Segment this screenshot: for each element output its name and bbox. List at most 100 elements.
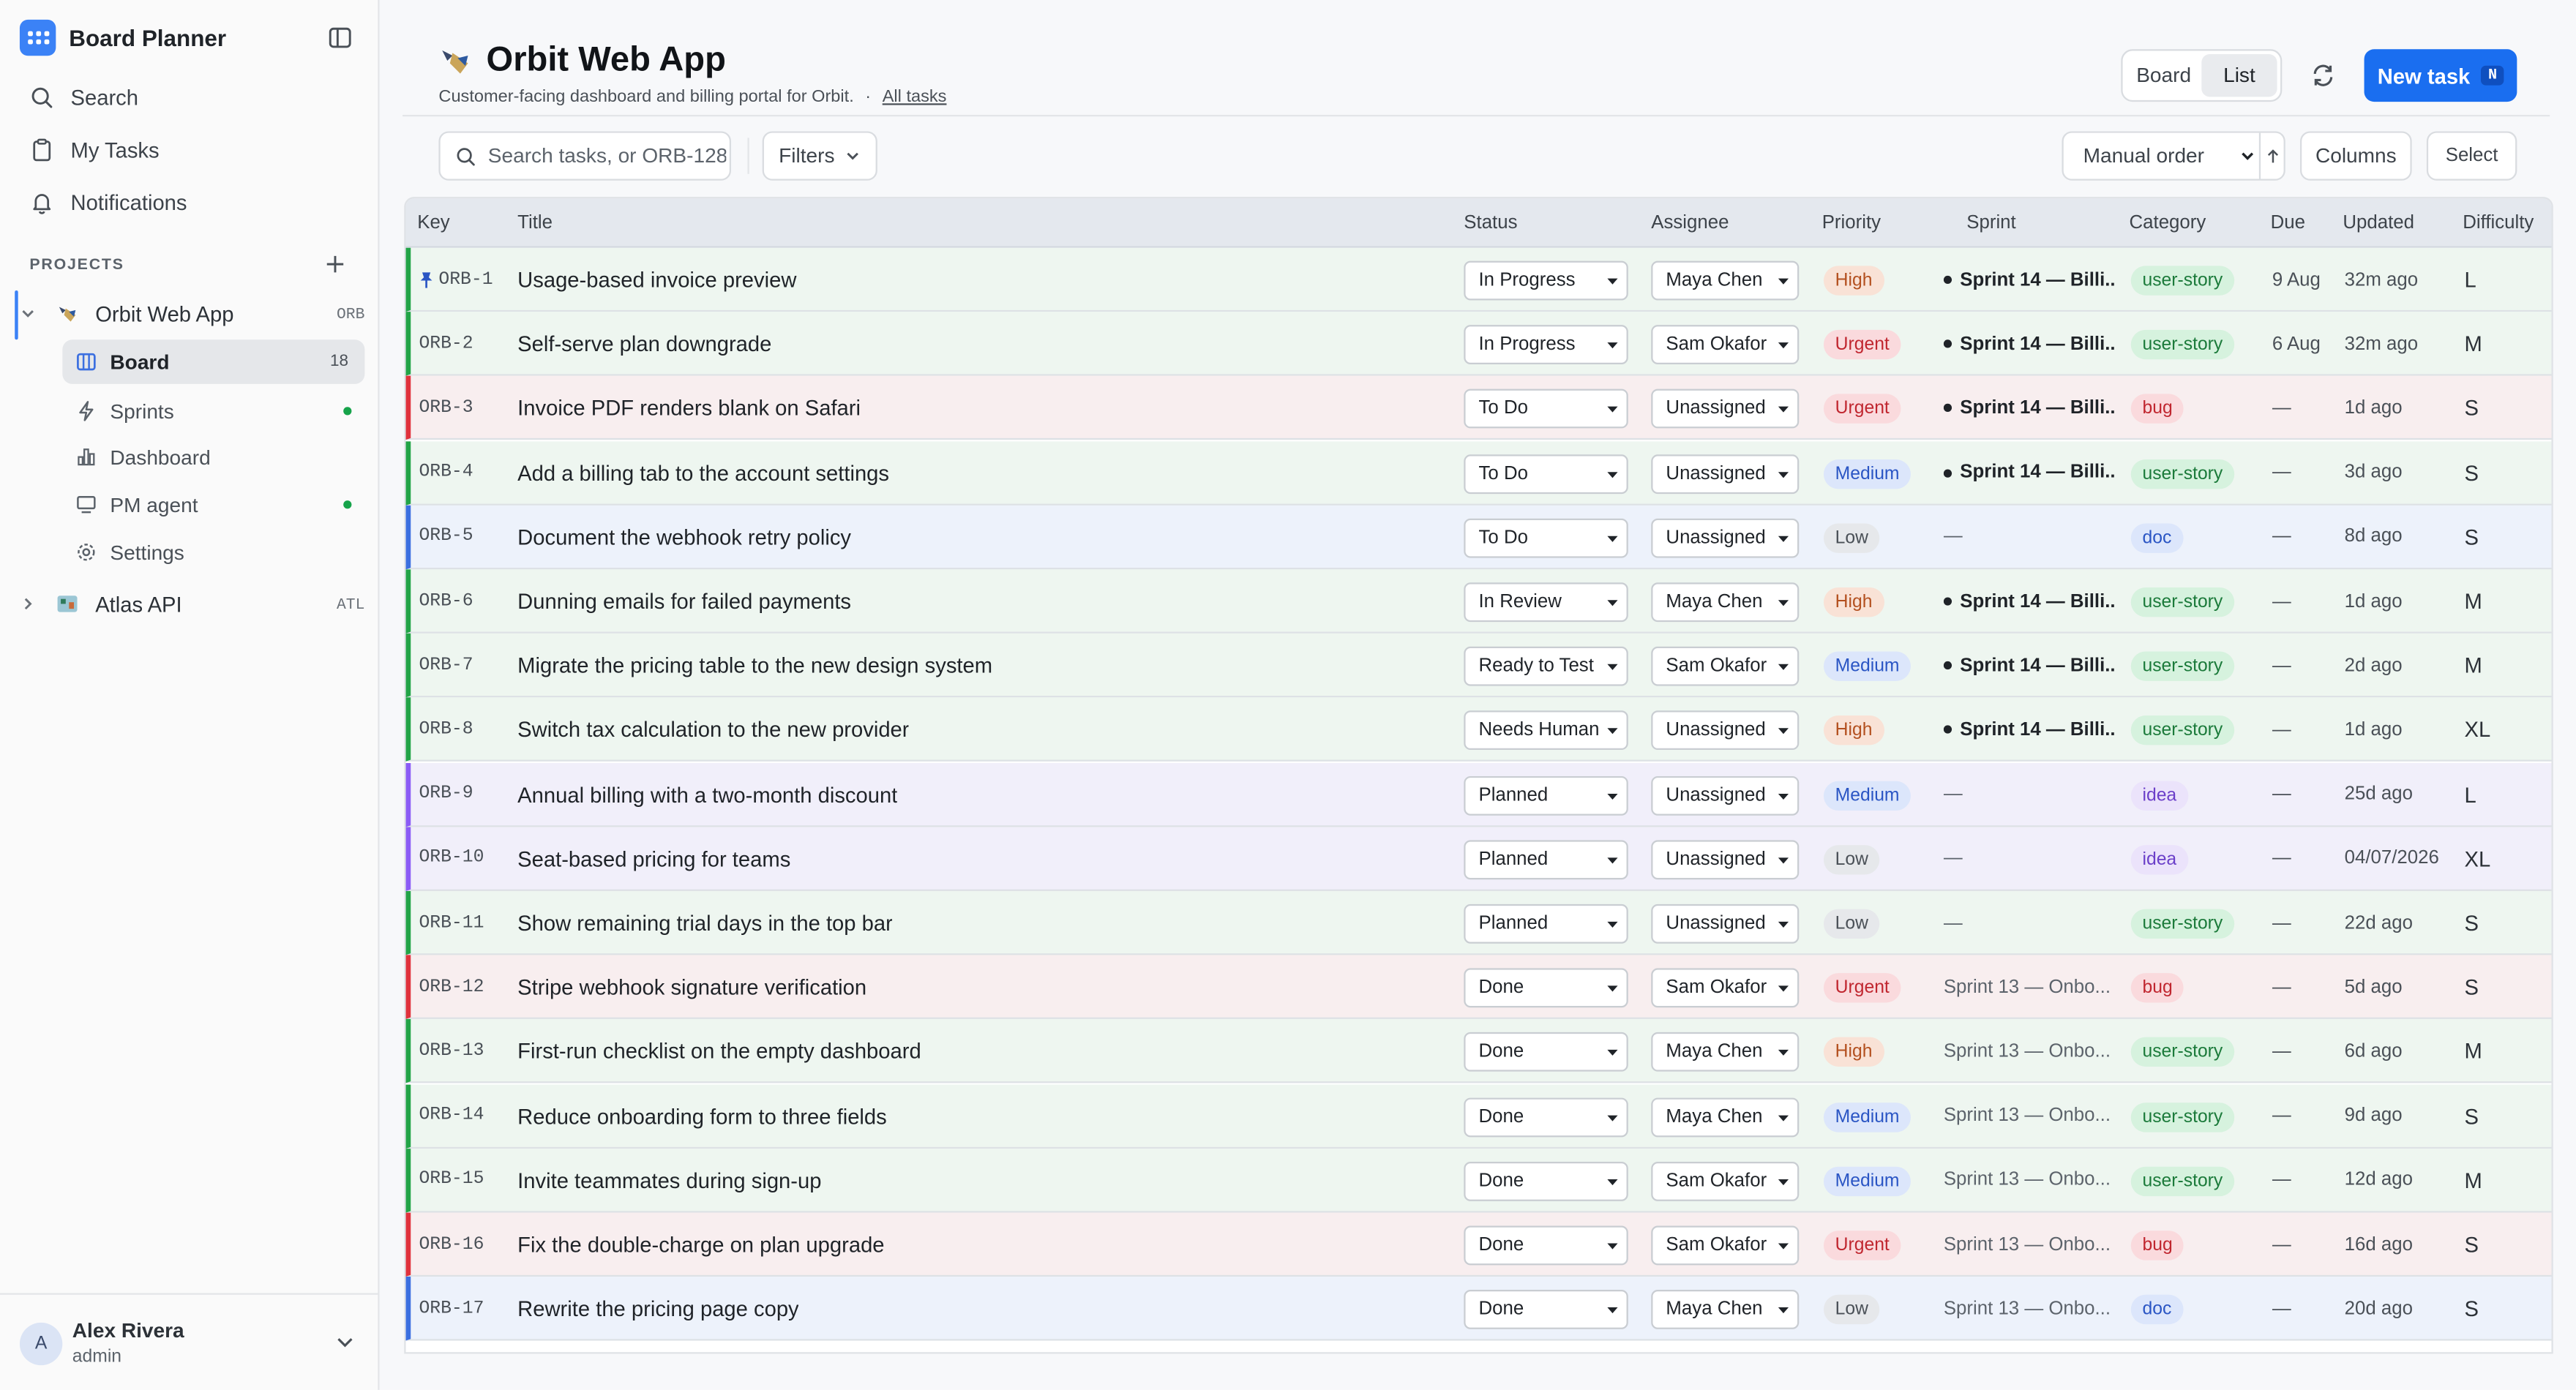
status-select[interactable]: In Review	[1464, 582, 1628, 623]
table-row[interactable]: ORB-16 Fix the double-charge on plan upgr…	[405, 1212, 2552, 1277]
status-select[interactable]: Done	[1464, 1032, 1628, 1072]
table-row[interactable]: ORB-3 Invoice PDF renders blank on Safari…	[405, 376, 2552, 441]
task-title[interactable]: Dunning emails for failed payments	[517, 589, 852, 614]
task-title[interactable]: Self-serve plan downgrade	[517, 331, 772, 357]
project-atlas-api[interactable]: Atlas API ATL	[16, 581, 364, 627]
table-row[interactable]: ORB-7 Migrate the pricing table to the ne…	[405, 634, 2552, 698]
sort-direction-button[interactable]	[2261, 147, 2283, 165]
status-select[interactable]: Planned	[1464, 839, 1628, 879]
assignee-select[interactable]: Maya Chen	[1651, 1290, 1800, 1330]
subnav-sprints[interactable]: Sprints	[62, 389, 364, 434]
brand[interactable]: Board Planner	[19, 19, 226, 56]
task-title[interactable]: Stripe webhook signature verification	[517, 974, 867, 1000]
status-select[interactable]: Planned	[1464, 904, 1628, 944]
add-project-icon[interactable]	[322, 251, 348, 277]
col-category[interactable]: Category	[2129, 213, 2206, 233]
task-title[interactable]: First-run checklist on the empty dashboa…	[517, 1039, 921, 1064]
subnav-settings[interactable]: Settings	[62, 530, 364, 574]
nav-notifications[interactable]: Notifications	[20, 179, 362, 225]
assignee-select[interactable]: Unassigned	[1651, 904, 1800, 944]
status-select[interactable]: Done	[1464, 1161, 1628, 1201]
status-select[interactable]: To Do	[1464, 518, 1628, 558]
task-title[interactable]: Invite teammates during sign-up	[517, 1168, 822, 1193]
assignee-select[interactable]: Unassigned	[1651, 775, 1800, 815]
table-row[interactable]: ORB-1 Usage-based invoice preview In Progr…	[405, 247, 2552, 312]
project-orbit-web-app[interactable]: Orbit Web App ORB	[16, 290, 364, 337]
task-title[interactable]: Annual billing with a two-month discount	[517, 781, 898, 807]
task-title[interactable]: Show remaining trial days in the top bar	[517, 910, 893, 936]
assignee-select[interactable]: Maya Chen	[1651, 582, 1800, 623]
status-select[interactable]: Done	[1464, 1097, 1628, 1137]
all-tasks-link[interactable]: All tasks	[882, 86, 947, 107]
status-select[interactable]: In Progress	[1464, 260, 1628, 301]
assignee-select[interactable]: Maya Chen	[1651, 260, 1800, 301]
columns-button[interactable]: Columns	[2299, 131, 2412, 181]
new-task-button[interactable]: New task N	[2364, 49, 2517, 102]
task-title[interactable]: Migrate the pricing table to the new des…	[517, 653, 993, 678]
col-key[interactable]: Key	[417, 213, 450, 233]
task-title[interactable]: Switch tax calculation to the new provid…	[517, 718, 910, 743]
task-title[interactable]: Fix the double-charge on plan upgrade	[517, 1232, 885, 1258]
subnav-board[interactable]: Board 18	[62, 339, 365, 384]
col-difficulty[interactable]: Difficulty	[2463, 213, 2534, 233]
table-row[interactable]: ORB-17 Rewrite the pricing page copy Done M…	[405, 1277, 2552, 1341]
status-select[interactable]: Planned	[1464, 775, 1628, 815]
task-title[interactable]: Reduce onboarding form to three fields	[517, 1103, 887, 1129]
status-select[interactable]: Done	[1464, 968, 1628, 1008]
filters-button[interactable]: Filters	[762, 131, 877, 181]
task-title[interactable]: Usage-based invoice preview	[517, 267, 797, 293]
table-row[interactable]: ORB-5 Document the webhook retry policy To…	[405, 505, 2552, 569]
sort-order-select[interactable]: Manual order	[2062, 131, 2285, 181]
assignee-select[interactable]: Sam Okafor	[1651, 1225, 1800, 1266]
status-select[interactable]: Done	[1464, 1225, 1628, 1266]
assignee-select[interactable]: Sam Okafor	[1651, 647, 1800, 686]
assignee-select[interactable]: Unassigned	[1651, 389, 1800, 429]
user-menu[interactable]: A Alex Rivera admin	[0, 1293, 380, 1389]
table-row[interactable]: ORB-15 Invite teammates during sign-up Don…	[405, 1148, 2552, 1213]
assignee-select[interactable]: Sam Okafor	[1651, 968, 1800, 1008]
table-row[interactable]: ORB-12 Stripe webhook signature verificat…	[405, 955, 2552, 1020]
status-select[interactable]: Done	[1464, 1290, 1628, 1330]
col-sprint[interactable]: Sprint	[1966, 213, 2016, 233]
col-due[interactable]: Due	[2270, 213, 2305, 233]
search-input[interactable]	[487, 144, 727, 168]
view-board-button[interactable]: Board	[2136, 64, 2192, 87]
subnav-dashboard[interactable]: Dashboard	[62, 435, 364, 479]
select-button[interactable]: Select	[2426, 131, 2517, 181]
assignee-select[interactable]: Sam Okafor	[1651, 325, 1800, 365]
assignee-select[interactable]: Maya Chen	[1651, 1032, 1800, 1072]
table-row[interactable]: ORB-11 Show remaining trial days in the t…	[405, 890, 2552, 955]
col-priority[interactable]: Priority	[1821, 213, 1882, 233]
task-title[interactable]: Add a billing tab to the account setting…	[517, 460, 890, 486]
status-select[interactable]: To Do	[1464, 389, 1628, 429]
assignee-select[interactable]: Maya Chen	[1651, 1097, 1800, 1137]
col-status[interactable]: Status	[1464, 213, 1518, 233]
assignee-select[interactable]: Unassigned	[1651, 711, 1800, 751]
chevron-right-icon[interactable]	[20, 596, 36, 612]
table-row[interactable]: ORB-9 Annual billing with a two-month dis…	[405, 762, 2552, 827]
table-row[interactable]: ORB-8 Switch tax calculation to the new p…	[405, 698, 2552, 762]
nav-my-tasks[interactable]: My Tasks	[20, 127, 362, 173]
status-select[interactable]: To Do	[1464, 454, 1628, 494]
nav-search[interactable]: Search	[20, 74, 362, 120]
table-row[interactable]: ORB-2 Self-serve plan downgrade In Progres…	[405, 312, 2552, 377]
table-row[interactable]: ORB-4 Add a billing tab to the account se…	[405, 440, 2552, 505]
refresh-icon[interactable]	[2310, 62, 2336, 89]
view-list-button[interactable]: List	[2201, 54, 2277, 97]
status-select[interactable]: Needs Human	[1464, 711, 1628, 751]
assignee-select[interactable]: Unassigned	[1651, 454, 1800, 494]
subnav-pm-agent[interactable]: PM agent	[62, 482, 364, 527]
task-title[interactable]: Invoice PDF renders blank on Safari	[517, 396, 861, 421]
table-row[interactable]: ORB-6 Dunning emails for failed payments I…	[405, 569, 2552, 634]
chevron-down-icon[interactable]	[20, 305, 36, 321]
assignee-select[interactable]: Unassigned	[1651, 839, 1800, 879]
assignee-select[interactable]: Unassigned	[1651, 518, 1800, 558]
task-title[interactable]: Document the webhook retry policy	[517, 525, 852, 549]
col-assignee[interactable]: Assignee	[1651, 213, 1729, 233]
task-title[interactable]: Seat-based pricing for teams	[517, 846, 791, 871]
assignee-select[interactable]: Sam Okafor	[1651, 1161, 1800, 1201]
sidebar-toggle-icon[interactable]	[327, 25, 353, 51]
status-select[interactable]: In Progress	[1464, 325, 1628, 365]
chevron-down-icon[interactable]	[334, 1331, 356, 1353]
table-row[interactable]: ORB-13 First-run checklist on the empty d…	[405, 1019, 2552, 1084]
